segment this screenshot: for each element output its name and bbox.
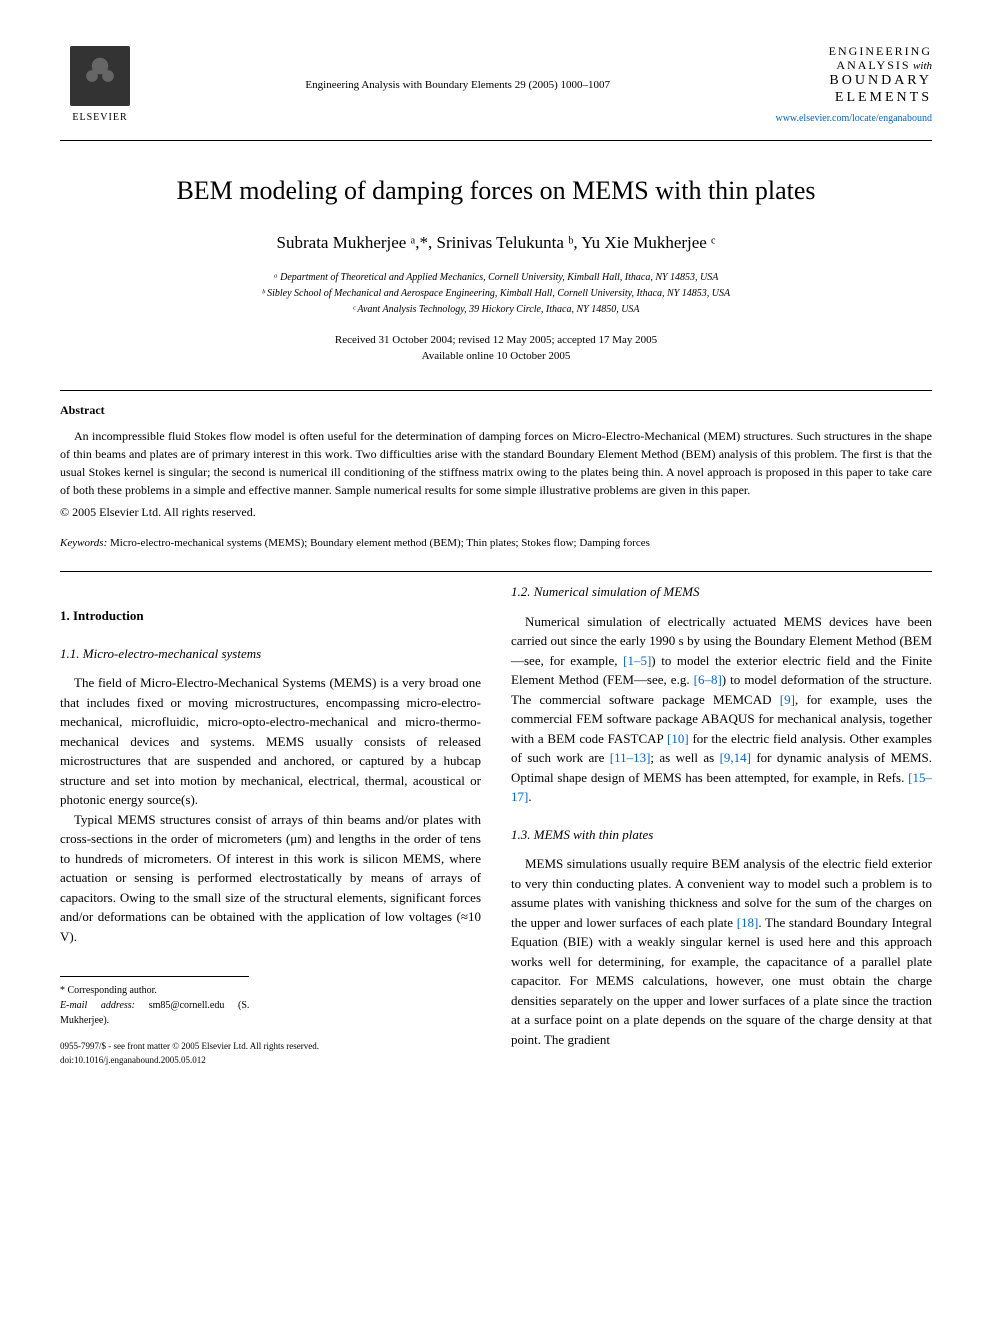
- subsection-12-heading: 1.2. Numerical simulation of MEMS: [511, 582, 932, 602]
- dates: Received 31 October 2004; revised 12 May…: [60, 332, 932, 365]
- abstract-text: An incompressible fluid Stokes flow mode…: [60, 427, 932, 499]
- body-paragraph: The field of Micro-Electro-Mechanical Sy…: [60, 673, 481, 810]
- section-1-heading: 1. Introduction: [60, 606, 481, 626]
- header-row: ELSEVIER Engineering Analysis with Bound…: [60, 40, 932, 130]
- keywords-label: Keywords:: [60, 537, 107, 549]
- doi-line: doi:10.1016/j.enganabound.2005.05.012: [60, 1054, 481, 1068]
- email-label: E-mail address:: [60, 1000, 135, 1011]
- body-paragraph: Numerical simulation of electrically act…: [511, 612, 932, 807]
- ref-link[interactable]: [11–13]: [610, 750, 651, 765]
- dates-available: Available online 10 October 2005: [60, 348, 932, 365]
- subsection-13-heading: 1.3. MEMS with thin plates: [511, 825, 932, 845]
- affiliation-a: ᵃ Department of Theoretical and Applied …: [60, 270, 932, 286]
- affiliation-c: ᶜ Avant Analysis Technology, 39 Hickory …: [60, 302, 932, 318]
- copyright: © 2005 Elsevier Ltd. All rights reserved…: [60, 503, 932, 521]
- abstract-divider-bottom: [60, 571, 932, 572]
- affiliation-b: ᵇ Sibley School of Mechanical and Aerosp…: [60, 286, 932, 302]
- body-columns: 1. Introduction 1.1. Micro-electro-mecha…: [60, 582, 932, 1067]
- elsevier-tree-icon: [70, 46, 130, 106]
- body-paragraph: MEMS simulations usually require BEM ana…: [511, 854, 932, 1049]
- footnote-block: * Corresponding author. E-mail address: …: [60, 976, 249, 1028]
- abstract-heading: Abstract: [60, 401, 932, 419]
- journal-logo-line2: ANALYSIS: [836, 58, 910, 72]
- journal-logo-line2-suffix: with: [913, 60, 932, 72]
- abstract-divider-top: [60, 390, 932, 391]
- dates-received: Received 31 October 2004; revised 12 May…: [60, 332, 932, 349]
- corresponding-author: * Corresponding author.: [60, 983, 249, 998]
- ref-link[interactable]: [1–5]: [623, 653, 651, 668]
- ref-link[interactable]: [6–8]: [694, 672, 722, 687]
- ref-link[interactable]: [9,14]: [720, 750, 751, 765]
- keywords-text: Micro-electro-mechanical systems (MEMS);…: [107, 537, 650, 549]
- footer-info: 0955-7997/$ - see front matter © 2005 El…: [60, 1040, 481, 1067]
- keywords: Keywords: Micro-electro-mechanical syste…: [60, 535, 932, 552]
- ref-link[interactable]: [9]: [780, 692, 795, 707]
- journal-url[interactable]: www.elsevier.com/locate/enganabound: [775, 111, 932, 126]
- body-paragraph: Typical MEMS structures consist of array…: [60, 810, 481, 947]
- affiliations: ᵃ Department of Theoretical and Applied …: [60, 270, 932, 318]
- journal-logo-line3: BOUNDARY: [775, 73, 932, 90]
- journal-logo-line1: ENGINEERING: [775, 44, 932, 58]
- publisher-name: ELSEVIER: [72, 110, 127, 125]
- ref-link[interactable]: [18]: [737, 915, 759, 930]
- ref-link[interactable]: [10]: [667, 731, 689, 746]
- journal-logo-line4: ELEMENTS: [775, 90, 932, 107]
- journal-logo: ENGINEERING ANALYSIS with BOUNDARY ELEME…: [775, 44, 932, 126]
- elsevier-logo: ELSEVIER: [60, 40, 140, 130]
- paper-title: BEM modeling of damping forces on MEMS w…: [60, 171, 932, 210]
- subsection-11-heading: 1.1. Micro-electro-mechanical systems: [60, 644, 481, 664]
- journal-citation: Engineering Analysis with Boundary Eleme…: [140, 77, 775, 94]
- header-divider: [60, 140, 932, 141]
- issn-line: 0955-7997/$ - see front matter © 2005 El…: [60, 1040, 481, 1054]
- authors: Subrata Mukherjee ᵃ,*, Srinivas Telukunt…: [60, 230, 932, 256]
